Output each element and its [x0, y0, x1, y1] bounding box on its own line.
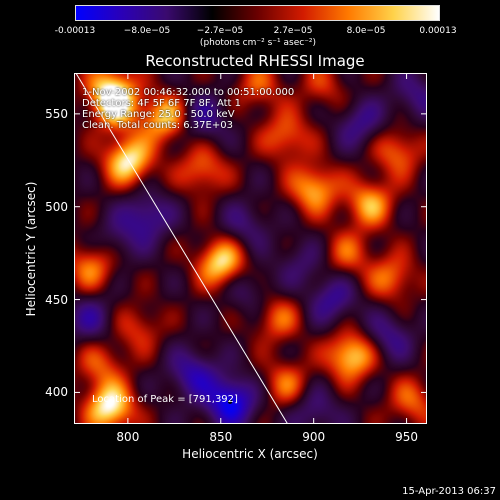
colorbar-tick-label: 0.00013	[419, 26, 457, 36]
footer-timestamp: 15-Apr-2013 06:37	[402, 486, 496, 497]
x-tick-label: 800	[116, 430, 140, 444]
heatmap-image	[74, 73, 427, 424]
colorbar-gradient	[75, 5, 440, 21]
minimum-marker	[227, 399, 233, 404]
annotation-peak-location: Location of Peak = [791,392]	[92, 394, 238, 405]
plot-area: 1-Nov-2002 00:46:32.000 to 00:51:00.000 …	[74, 73, 427, 424]
annotation-detectors: Detectors: 4F 5F 6F 7F 8F, Att 1	[82, 98, 242, 109]
annotation-energy-range: Energy Range: 25.0 - 50.0 keV	[82, 109, 235, 120]
colorbar-tick-label: −8.0e−05	[123, 26, 171, 36]
x-tick-label: 950	[395, 430, 419, 444]
colorbar-tick-label: 2.7e−05	[273, 26, 313, 36]
colorbar-tick-label: −2.7e−05	[196, 26, 244, 36]
y-tick-label: 450	[45, 292, 68, 307]
chart-title: Reconstructed RHESSI Image	[145, 52, 365, 70]
y-tick-label: 400	[45, 385, 68, 400]
colorbar-unit-label: (photons cm⁻² s⁻¹ asec⁻²)	[199, 38, 317, 48]
solar-limb-line	[75, 73, 289, 424]
annotation-clean-counts: Clean. Total counts: 6.37E+03	[82, 120, 233, 131]
y-axis-label: Heliocentric Y (arcsec)	[24, 181, 38, 317]
x-tick-label: 850	[209, 430, 233, 444]
x-axis-label: Heliocentric X (arcsec)	[182, 447, 318, 461]
colorbar-tick-label: 8.0e−05	[346, 26, 386, 36]
y-tick-label: 550	[45, 106, 68, 121]
colorbar-tick-label: -0.00013	[54, 26, 96, 36]
x-tick-label: 900	[302, 430, 326, 444]
y-tick-label: 500	[45, 199, 68, 214]
annotation-time-range: 1-Nov-2002 00:46:32.000 to 00:51:00.000	[82, 87, 295, 98]
